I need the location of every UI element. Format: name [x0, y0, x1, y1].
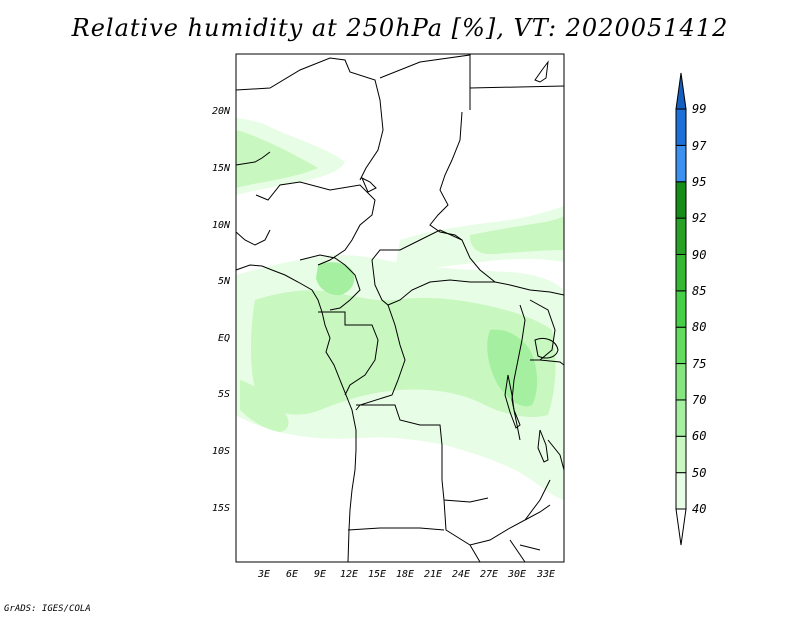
- grads-credit: GrADS: IGES/COLA: [4, 604, 91, 614]
- border-cameroon: [299, 254, 361, 311]
- lat-label-15s: 15S: [212, 503, 230, 514]
- border-tanzania: [539, 359, 565, 471]
- colorbar-box-97: [675, 108, 687, 146]
- colorbar-box-75: [675, 326, 687, 365]
- border-gabon-congo: [318, 311, 379, 396]
- border-chad-sudan: [429, 111, 463, 241]
- colorbar-box-92: [675, 181, 687, 219]
- lon-label-12e: 12E: [340, 569, 358, 580]
- border-car: [371, 229, 497, 306]
- border-nigeria: [255, 181, 376, 266]
- map-title: Relative humidity at 250hPa [%], VT: 202…: [71, 14, 729, 42]
- coastline-lake-victoria: [534, 337, 559, 359]
- colorbar-top-arrow: [675, 72, 687, 110]
- colorbar-label-97: 97: [692, 139, 707, 153]
- colorbar-box-70: [675, 363, 687, 401]
- lon-label-21e: 21E: [424, 569, 442, 580]
- coastline-lake-malawi: [537, 429, 549, 463]
- border-drc: [355, 304, 406, 411]
- colorbar-label-99: 99: [692, 102, 706, 116]
- lon-label-18e: 18E: [396, 569, 414, 580]
- lon-label-30e: 30E: [507, 569, 526, 580]
- colorbar-label-90: 90: [692, 248, 706, 262]
- country-borders: [235, 54, 565, 563]
- colorbar-label-60: 60: [692, 429, 706, 443]
- lon-label-24e: 24E: [452, 569, 470, 580]
- border-angola-south: [347, 527, 445, 531]
- lon-label-6e: 6E: [286, 569, 298, 580]
- coastline-lake-tanganyika: [504, 374, 521, 429]
- border-angola: [356, 404, 489, 503]
- colorbar-label-95: 95: [692, 175, 706, 189]
- border-uganda: [529, 299, 556, 361]
- humidity-region-west-coast: [240, 380, 289, 432]
- colorbar-label-50: 50: [692, 466, 706, 480]
- humidity-region-east-mid: [470, 216, 564, 255]
- lon-label-33e: 33E: [536, 569, 555, 580]
- lat-label-10n: 10N: [212, 220, 231, 231]
- border-mozambique: [519, 504, 551, 551]
- border-niger-chad: [379, 54, 471, 110]
- colorbar-label-92: 92: [692, 211, 706, 225]
- border-drc-east: [511, 304, 526, 441]
- border-zimbabwe: [469, 539, 526, 563]
- border-zambia: [443, 479, 551, 546]
- border-libya-sudan: [469, 85, 565, 89]
- map-panel: 20N 15N 10N 5N EQ 5S 10S 15S 3E 6E 9E 12…: [212, 53, 565, 580]
- colorbar-labels: 40 50 60 70 75 80 85 90 92 95 97 99: [692, 102, 707, 516]
- lat-label-eq: EQ: [218, 333, 230, 344]
- lon-label-27e: 27E: [480, 569, 498, 580]
- colorbar-box-90: [675, 217, 687, 255]
- colorbar-boxes: [675, 108, 687, 510]
- colorbar-label-40: 40: [692, 502, 706, 516]
- lat-axis: 20N 15N 10N 5N EQ 5S 10S 15S: [212, 106, 231, 514]
- lon-label-15e: 15E: [368, 569, 386, 580]
- colorbar-label-80: 80: [692, 320, 706, 334]
- coastline-lake-chad: [361, 176, 377, 193]
- colorbar-box-50: [675, 435, 687, 474]
- map-frame: [235, 53, 565, 563]
- humidity-region-sahel-mid: [236, 130, 318, 188]
- colorbar: 40 50 60 70 75 80 85 90 92 95 97 99: [675, 72, 707, 546]
- lat-label-15n: 15N: [212, 163, 231, 174]
- colorbar-box-85: [675, 253, 687, 292]
- lat-label-20n: 20N: [212, 106, 231, 117]
- lat-label-10s: 10S: [212, 446, 230, 457]
- border-sudan-south: [494, 281, 565, 296]
- colorbar-label-75: 75: [692, 357, 706, 371]
- colorbar-bottom-arrow: [675, 508, 687, 546]
- coastline-gulf: [235, 264, 357, 563]
- humidity-region-cameroon: [316, 262, 355, 296]
- colorbar-label-85: 85: [692, 284, 706, 298]
- lat-label-5n: 5N: [218, 276, 231, 287]
- colorbar-label-70: 70: [692, 393, 706, 407]
- lon-label-3e: 3E: [257, 569, 270, 580]
- border-mali-niger: [235, 57, 384, 181]
- colorbar-box-40: [675, 472, 687, 510]
- colorbar-box-80: [675, 290, 687, 328]
- lon-label-9e: 9E: [314, 569, 326, 580]
- coastline-red-sea: [534, 60, 549, 83]
- lon-axis: 3E 6E 9E 12E 15E 18E 21E 24E 27E 30E 33E: [257, 569, 555, 580]
- colorbar-box-95: [675, 144, 687, 183]
- lat-label-5s: 5S: [218, 389, 230, 400]
- border-west: [235, 151, 271, 246]
- humidity-region-lakes: [487, 329, 538, 407]
- colorbar-box-60: [675, 399, 687, 437]
